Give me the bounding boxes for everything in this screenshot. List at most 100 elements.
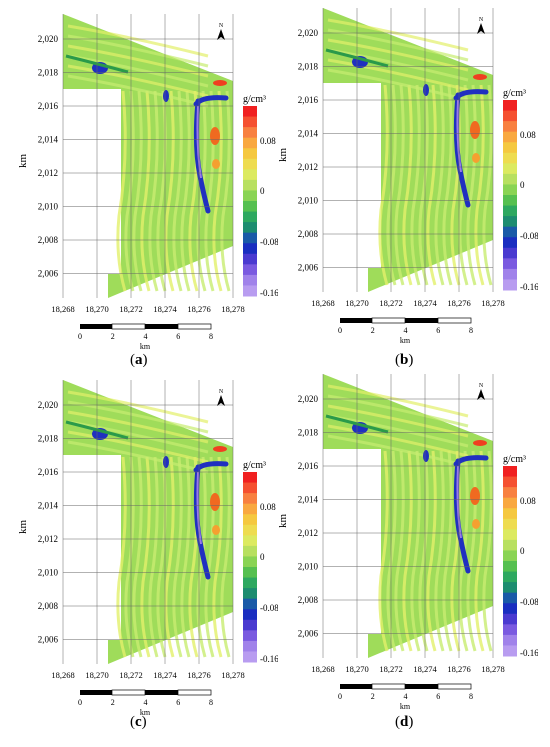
texture-band — [148, 90, 159, 292]
texture-band — [124, 456, 135, 658]
colorbar-swatch — [503, 258, 517, 270]
scalebar-tick-label: 4 — [144, 332, 148, 341]
texture-band — [212, 90, 223, 292]
texture-band — [140, 456, 151, 658]
nw-anomaly-trend — [325, 48, 389, 68]
colorbar-swatch — [243, 503, 257, 515]
texture-band — [327, 414, 469, 448]
texture-band — [426, 450, 437, 652]
texture-band — [442, 450, 453, 652]
colorbar-swatch — [503, 279, 517, 291]
x-tick-label: 18,274 — [413, 664, 437, 674]
scalebar-tick-label: 8 — [209, 698, 213, 707]
texture-band — [482, 450, 493, 652]
texture-band — [394, 450, 405, 652]
y-tick-label: 2,012 — [298, 162, 318, 172]
colorbar-swatch — [243, 106, 257, 118]
colorbar-swatch — [503, 268, 517, 280]
colorbar-swatch — [503, 100, 517, 112]
texture-band — [67, 74, 209, 108]
anomaly-texture — [67, 390, 231, 658]
y-tick-label: 2,014 — [38, 501, 59, 511]
colorbar-swatch — [243, 493, 257, 505]
central-anomaly — [423, 84, 429, 96]
texture-band — [124, 90, 135, 292]
texture-band — [327, 384, 469, 418]
x-tick-label: 18,268 — [51, 304, 74, 314]
y-tick-label: 2,006 — [298, 629, 319, 639]
colorbar-unit: g/cm³ — [243, 460, 266, 471]
main-linear-anomaly-core — [196, 471, 202, 545]
svg-text:N: N — [219, 23, 224, 29]
scalebar-tick-label: 0 — [78, 332, 82, 341]
colorbar-swatch — [503, 529, 517, 541]
map-grid — [322, 8, 494, 292]
texture-band — [327, 28, 469, 62]
texture-band — [67, 440, 209, 474]
texture-band — [327, 424, 469, 458]
scalebar-tick-label: 6 — [436, 692, 440, 701]
x-tick-label: 18,272 — [379, 664, 402, 674]
colorbar: g/cm³ 0.08 0 -0.08 -0.16 — [503, 454, 539, 658]
texture-band — [386, 450, 397, 652]
colorbar-swatch — [503, 142, 517, 154]
scalebar-tick-label: 6 — [436, 326, 440, 335]
colorbar-swatch — [503, 613, 517, 625]
texture-band — [67, 24, 209, 58]
y-tick-label: 2,010 — [38, 202, 59, 212]
nw-anomaly-trend — [65, 54, 129, 74]
colorbar-swatch — [243, 630, 257, 642]
x-tick-label: 18,278 — [221, 304, 244, 314]
colorbar-swatch — [243, 211, 257, 223]
panel-label-d: (d) — [395, 714, 414, 730]
colorbar-swatch — [503, 645, 517, 657]
y-tick-label: 2,014 — [298, 495, 319, 505]
x-tick-label: 18,276 — [187, 304, 210, 314]
positive-anomaly-3 — [213, 446, 227, 452]
colorbar-swatch — [243, 222, 257, 234]
anomaly-texture — [327, 18, 493, 286]
map-area: N — [322, 374, 494, 666]
y-tick-label: 2,016 — [298, 95, 319, 105]
scalebar-unit: km — [140, 708, 151, 717]
texture-band — [132, 456, 143, 658]
texture-band — [442, 84, 453, 286]
positive-anomaly-3 — [213, 80, 227, 86]
unsurveyed-block-lower — [63, 196, 108, 306]
texture-band — [67, 44, 209, 78]
scalebar-unit: km — [400, 336, 411, 345]
x-tick-label: 18,274 — [153, 670, 177, 680]
panel-a: km N — [8, 6, 279, 376]
positive-anomaly-1 — [470, 121, 480, 139]
colorbar-swatch — [243, 514, 257, 526]
scalebar-unit: km — [400, 702, 411, 711]
x-tick-label: 18,268 — [311, 664, 334, 674]
positive-anomaly-1 — [470, 487, 480, 505]
colorbar-tick-label: -0.08 — [520, 231, 538, 241]
x-tick-label: 18,278 — [481, 664, 504, 674]
texture-band — [172, 456, 183, 658]
y-axis-label: km — [277, 148, 289, 163]
colorbar-swatch — [503, 582, 517, 594]
texture-band — [327, 18, 469, 52]
texture-band — [180, 456, 191, 658]
colorbar-swatch — [503, 121, 517, 133]
colorbar-swatch — [243, 619, 257, 631]
texture-band — [327, 404, 469, 438]
colorbar-swatch — [503, 508, 517, 520]
colorbar-swatch — [503, 226, 517, 238]
texture-band — [402, 84, 413, 286]
y-tick-label: 2,018 — [38, 68, 59, 78]
texture-band — [327, 38, 469, 72]
texture-band — [220, 90, 231, 292]
colorbar-swatch — [503, 561, 517, 573]
y-tick-label: 2,020 — [298, 394, 319, 404]
x-tick-label: 18,270 — [85, 304, 108, 314]
positive-anomaly-3 — [473, 440, 487, 446]
colorbar-swatch — [243, 567, 257, 579]
main-linear-anomaly-core — [456, 99, 462, 173]
unsurveyed-block-lower — [323, 190, 368, 300]
texture-band — [327, 68, 469, 102]
texture-band — [116, 90, 127, 292]
texture-band — [67, 34, 209, 68]
